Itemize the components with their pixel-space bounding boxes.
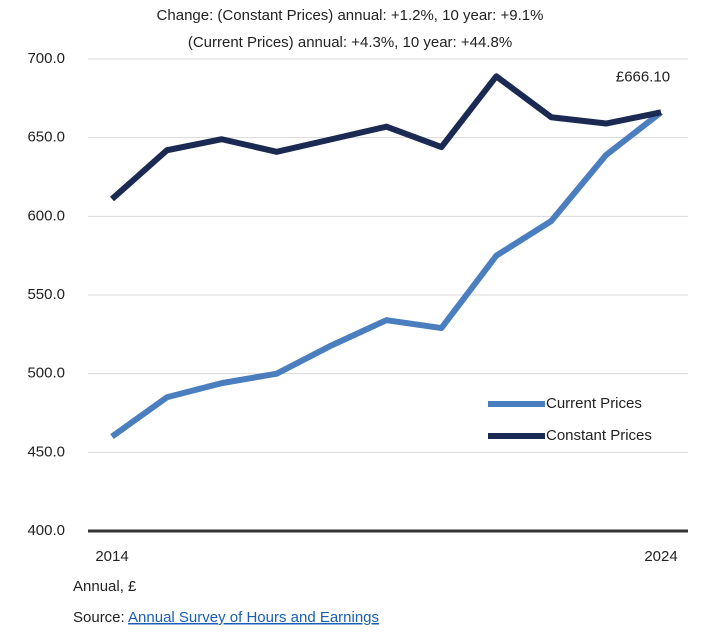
- chart-subtitle: (Current Prices) annual: +4.3%, 10 year:…: [188, 34, 512, 51]
- y-tick-label: 600.0: [27, 207, 65, 224]
- y-tick-label: 450.0: [27, 443, 65, 460]
- x-tick-label: 2014: [95, 548, 128, 565]
- source-note: Source: Annual Survey of Hours and Earni…: [73, 609, 379, 626]
- source-prefix: Source:: [73, 609, 128, 626]
- chart-title: Change: (Constant Prices) annual: +1.2%,…: [157, 7, 544, 24]
- legend-label: Constant Prices: [546, 427, 652, 444]
- unit-note: Annual, £: [73, 578, 137, 595]
- y-tick-label: 400.0: [27, 522, 65, 539]
- annotation: £666.10: [616, 68, 670, 85]
- y-tick-label: 650.0: [27, 129, 65, 146]
- legend-label: Current Prices: [546, 395, 642, 412]
- series-line: [110, 73, 662, 202]
- y-tick-label: 500.0: [27, 365, 65, 382]
- y-tick-label: 700.0: [27, 50, 65, 67]
- x-tick-label: 2024: [644, 548, 677, 565]
- series-line: [110, 109, 663, 440]
- y-tick-label: 550.0: [27, 286, 65, 303]
- source-link[interactable]: Annual Survey of Hours and Earnings: [128, 609, 379, 626]
